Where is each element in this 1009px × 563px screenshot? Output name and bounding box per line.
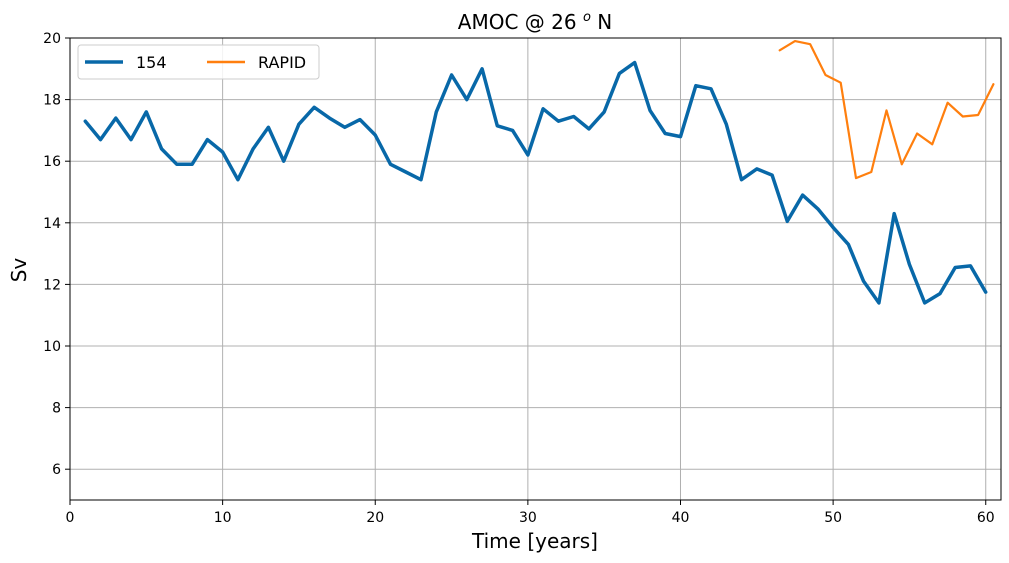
y-axis-label: Sv — [7, 258, 31, 283]
legend: 154 RAPID — [77, 44, 320, 80]
y-tick-label: 14 — [43, 216, 61, 232]
series-lines — [83, 39, 995, 305]
series-line-rapid — [778, 39, 995, 180]
y-tick-label: 6 — [52, 462, 61, 478]
y-tick-label: 18 — [43, 93, 61, 109]
x-tick-label: 20 — [366, 510, 384, 526]
y-tick-label: 8 — [52, 401, 61, 417]
ticks: 0 10 20 30 40 50 60 6 8 10 12 14 16 18 20 — [43, 31, 994, 526]
y-tick-label: 16 — [43, 154, 61, 170]
plot-frame — [69, 37, 1002, 501]
legend-box — [77, 44, 320, 80]
series-line-154 — [83, 60, 988, 305]
chart-title: AMOC @ 26 o N — [458, 10, 612, 34]
x-tick-label: 0 — [66, 510, 75, 526]
x-tick-label: 50 — [824, 510, 842, 526]
x-tick-label: 40 — [672, 510, 690, 526]
y-tick-label: 10 — [43, 339, 61, 355]
x-tick-label: 10 — [214, 510, 232, 526]
grid — [69, 37, 1001, 500]
x-axis-label: Time [years] — [471, 529, 598, 553]
x-tick-label: 60 — [977, 510, 995, 526]
legend-label-154: 154 — [136, 53, 167, 72]
y-tick-label: 20 — [43, 31, 61, 47]
legend-label-rapid: RAPID — [258, 53, 306, 72]
y-tick-label: 12 — [43, 277, 61, 293]
x-tick-label: 30 — [519, 510, 537, 526]
